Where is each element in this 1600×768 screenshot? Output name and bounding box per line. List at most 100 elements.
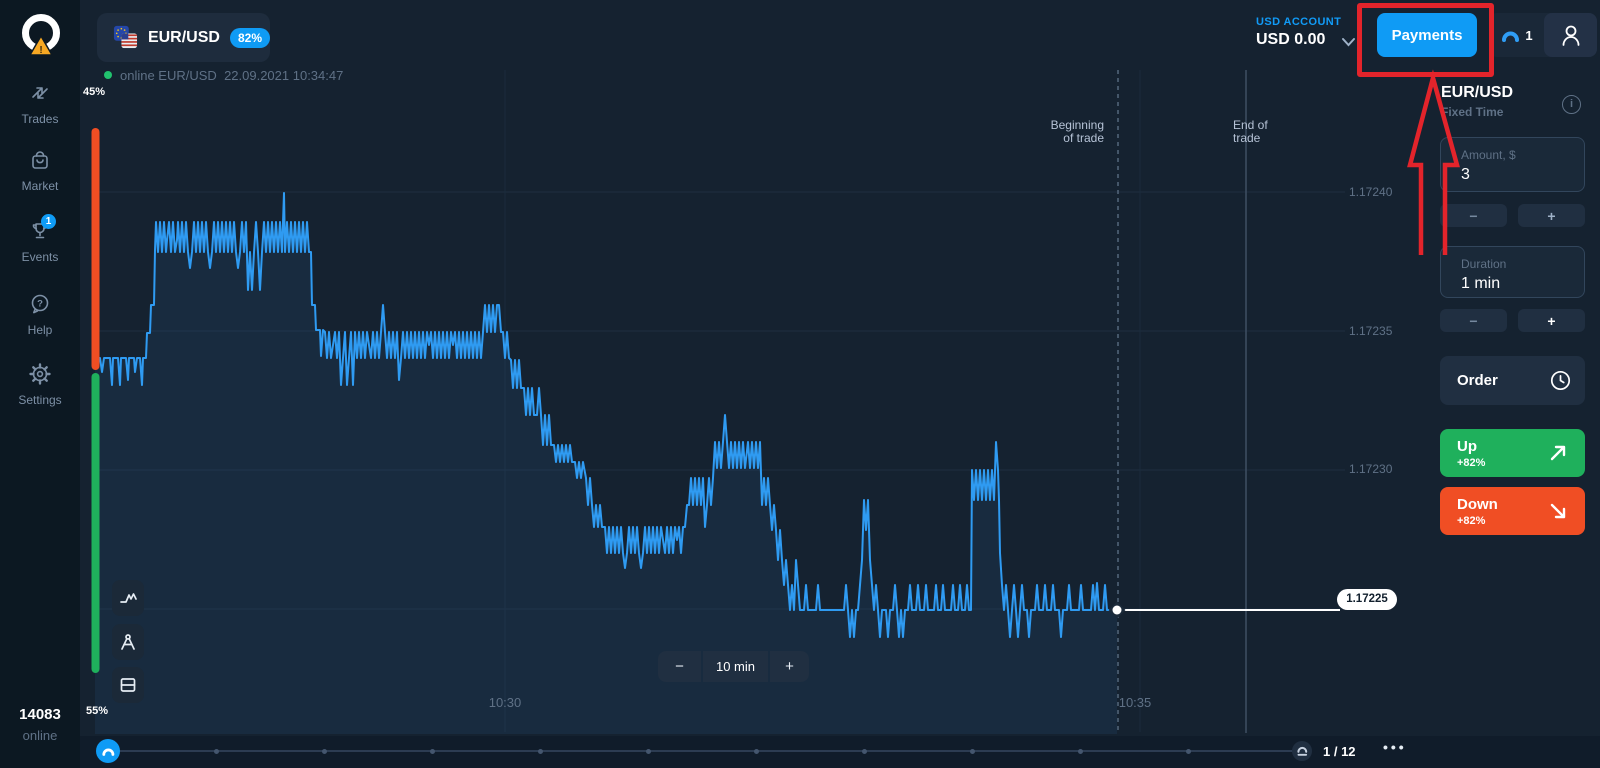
info-icon[interactable]: i [1562,95,1581,114]
price-polyline [94,192,1118,638]
duration-field[interactable]: Duration 1 min [1440,246,1585,298]
payments-button[interactable]: Payments [1377,13,1477,57]
timeline-dot [970,749,975,754]
panel-trade-mode: Fixed Time [1441,105,1504,119]
down-label: Down [1457,495,1498,513]
market-bag-icon [32,151,48,169]
y-axis-label: 1.17235 [1349,324,1393,338]
crown-icon [102,748,115,756]
y-axis-label: 1.17230 [1349,462,1393,476]
notifications-button[interactable]: 1 [1489,13,1544,57]
current-price-tag: 1.17225 [1337,589,1397,610]
trades-icon [32,87,48,99]
chevron-down-icon[interactable] [1341,37,1356,47]
events-badge: 1 [41,214,56,229]
sentiment-up-percent: 55% [86,705,109,717]
online-users-label: online [22,728,58,743]
sidebar-item-label: Settings [18,393,62,407]
up-button[interactable]: Up +82% [1440,429,1585,477]
notification-count: 1 [1525,27,1533,43]
amount-value: 3 [1461,166,1470,183]
chart-type-button[interactable] [112,580,144,616]
svg-text:?: ? [37,299,43,310]
amount-field[interactable]: Amount, $ 3 [1440,137,1585,192]
help-icon: ? [31,294,49,314]
down-button[interactable]: Down +82% [1440,487,1585,535]
more-options-button[interactable]: ••• [1383,739,1407,755]
timeline-dot [646,749,651,754]
svg-text:!: ! [39,45,42,56]
asset-status-timestamp: 22.09.2021 10:34:47 [224,68,344,83]
amount-decrease-button[interactable]: − [1440,204,1507,227]
amount-increase-button[interactable]: + [1518,204,1585,227]
sentiment-bar [91,128,100,673]
line-chart-icon [119,593,137,603]
compass-icon [121,633,135,650]
sidebar-item-label: Events [21,250,59,264]
timeframe-value: 10 min [703,651,768,682]
duration-increase-button[interactable]: + [1518,309,1585,332]
duration-value: 1 min [1461,275,1501,292]
drawing-tools-button[interactable] [112,624,144,660]
pair-flags-icon [113,25,138,49]
y-axis-label: 1.17240 [1349,185,1393,199]
duration-decrease-button[interactable]: − [1440,309,1507,332]
timeframe-zoom-in-button[interactable]: + [770,651,809,682]
sidebar-item-events[interactable]: 1 Events [0,214,80,264]
current-price-marker-dot [1112,605,1122,615]
timeline-dot [322,749,327,754]
page-indicator: 1 / 12 [1323,744,1356,759]
crown-icon [1502,31,1520,42]
order-button[interactable]: Order [1440,356,1585,405]
arrow-up-right-icon [1550,445,1566,461]
timeline-dot [862,749,867,754]
timeline-end-button[interactable] [1292,741,1312,761]
sentiment-down-percent: 45% [83,86,106,98]
timeline-scrubber-track[interactable] [108,750,1293,752]
asset-status-text: online EUR/USD [120,68,217,83]
timeline-dot [538,749,543,754]
beginning-of-trade-label: Beginning of trade [1050,118,1104,145]
up-payout: +82% [1457,456,1486,469]
sidebar-item-label: Market [21,179,59,193]
timeframe-control: − 10 min + [658,651,809,682]
sidebar-item-trades[interactable]: Trades [0,82,80,126]
panel-pair-title: EUR/USD [1441,84,1514,101]
sidebar-item-settings[interactable]: Settings [0,363,80,407]
up-label: Up [1457,437,1477,455]
sidebar-item-label: Help [27,323,53,337]
x-axis-label: 10:30 [488,695,522,710]
profile-box: 1 [1489,13,1597,57]
order-label: Order [1457,372,1498,389]
price-area-fill [95,193,1117,734]
timeline-dot [214,749,219,754]
settings-gear-icon [29,363,51,385]
layout-split-button[interactable] [112,667,144,703]
account-selector[interactable]: USD ACCOUNT USD 0.00 [1256,16,1341,49]
amount-label: Amount, $ [1461,148,1516,162]
profile-button[interactable] [1544,13,1597,57]
asset-status-line: online EUR/USD 22.09.2021 10:34:47 [120,68,343,83]
online-users-count: 14083 [19,706,61,723]
app-logo[interactable]: ! [14,8,66,60]
clock-icon [1550,370,1571,391]
timeline-dot [1186,749,1191,754]
asset-pair-tab[interactable]: EUR/USD 82% [97,13,270,62]
account-balance: USD 0.00 [1256,31,1326,48]
crown-stack-icon [1297,746,1308,756]
end-of-trade-label: End of trade [1233,118,1268,145]
account-type-label: USD ACCOUNT [1256,16,1342,28]
sidebar-item-market[interactable]: Market [0,149,80,193]
timeframe-zoom-out-button[interactable]: − [658,651,701,682]
vertical-gridlines [504,70,1141,732]
sidebar-item-help[interactable]: ? Help [0,293,80,337]
split-panel-icon [120,678,136,692]
timeline-position-handle[interactable] [96,739,120,763]
timeline-strip: 1 / 12 ••• [80,736,1600,768]
timeline-dot [1078,749,1083,754]
arrow-down-right-icon [1550,503,1566,519]
sidebar: ! Trades Market 1 Events [0,0,80,768]
pair-name: EUR/USD [147,28,220,46]
